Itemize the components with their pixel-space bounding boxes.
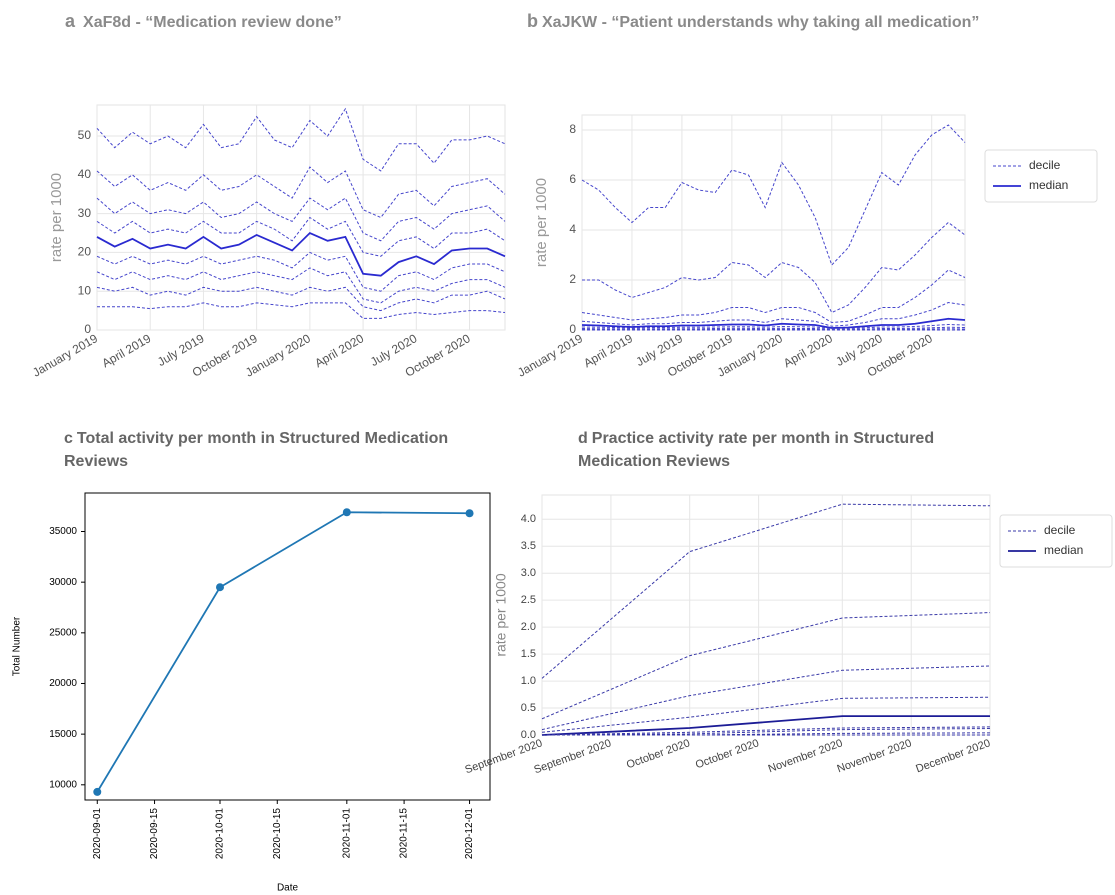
title-text: XaF8d - “Medication review done”	[83, 14, 342, 31]
y-tick-label: 6	[569, 172, 576, 186]
legend-label: decile	[1044, 523, 1076, 537]
panel-title: b XaJKW - “Patient understands why taking…	[527, 10, 1017, 34]
series-line	[581, 326, 966, 331]
y-tick-label: 35000	[49, 526, 77, 537]
y-tick-label: 4	[569, 222, 576, 236]
y-tick-label: 30000	[49, 577, 77, 588]
series-line	[541, 503, 991, 679]
y-tick-label: 0	[84, 322, 91, 336]
series-line	[96, 197, 506, 242]
plot-area	[541, 494, 991, 736]
x-tick-label: 2020-09-15	[149, 808, 160, 860]
series-line	[541, 665, 991, 731]
x-tick-label: November 2020	[767, 737, 845, 775]
series-line	[96, 216, 506, 257]
y-tick-label: 3.0	[521, 567, 536, 579]
y-tick-label: 0	[569, 322, 576, 336]
x-tick-label: 2020-11-01	[341, 808, 352, 859]
plot-area	[581, 114, 966, 331]
legend-box	[999, 514, 1113, 568]
y-tick-label: 50	[78, 128, 92, 142]
median-line	[96, 231, 506, 277]
series-line	[582, 221, 966, 314]
y-tick-label: 0.5	[521, 702, 536, 714]
x-axis-label: Date	[277, 883, 299, 894]
y-axis-label: rate per 1000	[48, 173, 65, 262]
x-tick-label: April 2019	[581, 331, 635, 370]
y-tick-label: 30	[78, 206, 92, 220]
y-tick-label: 3.5	[521, 540, 536, 552]
series-line	[581, 301, 966, 327]
legend-label: median	[1044, 543, 1083, 557]
data-point	[216, 583, 224, 592]
data-point	[465, 509, 474, 518]
y-axis-label: rate per 1000	[533, 178, 550, 267]
median-line	[581, 317, 966, 329]
x-tick-label: November 2020	[836, 737, 914, 775]
y-tick-label: 10	[78, 283, 92, 297]
title-text: Total activity per month in Structured M…	[64, 430, 449, 470]
y-tick-label: 20000	[49, 678, 77, 689]
x-tick-label: 2020-12-01	[464, 808, 475, 860]
median-line	[541, 715, 990, 736]
y-tick-label: 0.0	[521, 729, 536, 741]
legend-box	[984, 149, 1098, 203]
y-tick-label: 1.0	[521, 675, 536, 687]
x-tick-label: September 2020	[532, 737, 613, 776]
y-tick-label: 1.5	[521, 648, 536, 660]
y-tick-label: 20	[78, 245, 92, 259]
y-tick-label: 15000	[49, 729, 77, 740]
data-point	[342, 508, 351, 517]
series-line	[582, 328, 966, 331]
median-line	[96, 511, 470, 793]
panel-label: d	[578, 430, 588, 447]
series-line	[581, 323, 966, 330]
series-line	[96, 267, 506, 304]
title-text: XaJKW - “Patient understands why taking …	[542, 14, 980, 31]
x-tick-label: October 2020	[625, 737, 692, 771]
panel-title: a XaF8d - “Medication review done”	[65, 10, 505, 34]
panel-label: c	[64, 430, 73, 447]
y-axis-label: Total Number	[12, 616, 23, 676]
panel-title: d Practice activity rate per month in Str…	[578, 427, 998, 473]
panel-title: c Total activity per month in Structured …	[64, 427, 494, 473]
y-axis-label: rate per 1000	[493, 573, 509, 656]
plot-area	[84, 492, 491, 801]
panel-label: a	[65, 11, 76, 31]
series-line	[97, 302, 506, 319]
x-tick-label: April 2019	[99, 331, 153, 370]
panel-label: b	[527, 11, 538, 31]
series-line	[96, 251, 506, 292]
x-tick-label: 2020-09-01	[92, 808, 103, 860]
x-tick-label: December 2020	[914, 737, 992, 775]
legend-label: decile	[1029, 158, 1061, 172]
title-text: Practice activity rate per month in Stru…	[578, 430, 935, 470]
series-line	[541, 612, 991, 720]
y-tick-label: 2.0	[521, 621, 536, 633]
y-tick-label: 4.0	[521, 513, 536, 525]
x-tick-label: April 2020	[781, 331, 835, 370]
x-tick-label: 2020-11-15	[399, 808, 410, 859]
y-tick-label: 8	[569, 122, 576, 136]
x-tick-label: 2020-10-15	[272, 808, 283, 860]
series-line	[581, 124, 966, 266]
y-tick-label: 2.5	[521, 594, 536, 606]
x-tick-label: January 2019	[515, 331, 585, 380]
series-line	[541, 696, 991, 733]
x-tick-label: January 2019	[30, 331, 100, 380]
x-tick-label: April 2020	[312, 331, 366, 370]
y-tick-label: 10000	[49, 779, 77, 790]
series-line	[96, 107, 506, 172]
x-tick-label: 2020-10-01	[215, 808, 226, 860]
series-line	[96, 286, 506, 312]
y-tick-label: 40	[78, 167, 92, 181]
plot-area	[96, 104, 506, 331]
legend-label: median	[1029, 178, 1068, 192]
data-point	[93, 787, 102, 796]
y-tick-label: 2	[569, 272, 576, 286]
x-tick-label: October 2020	[694, 737, 761, 771]
y-tick-label: 25000	[49, 627, 77, 638]
